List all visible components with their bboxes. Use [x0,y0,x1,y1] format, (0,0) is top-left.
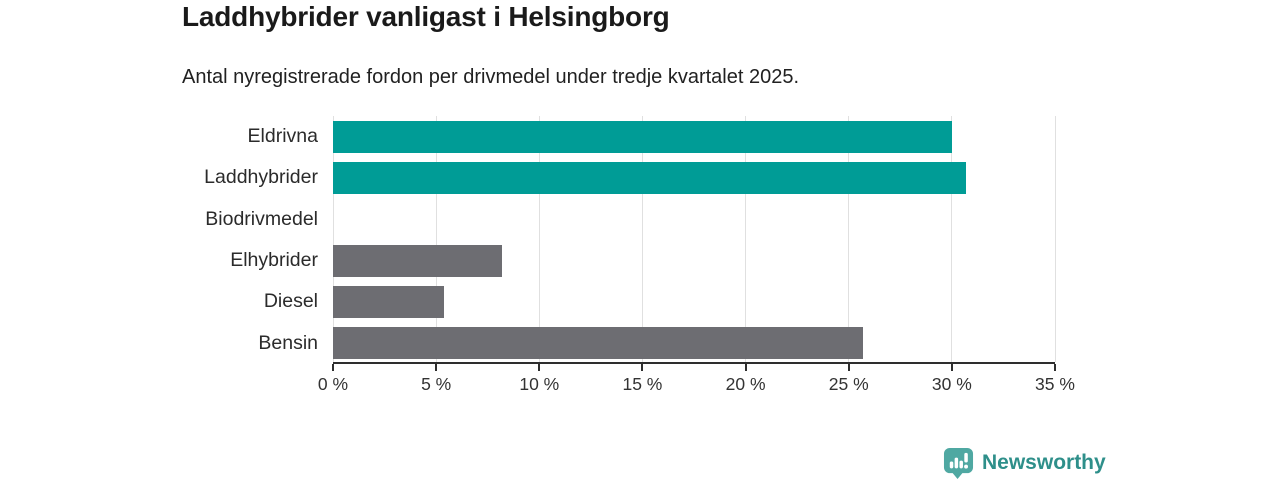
gridline [745,116,747,362]
category-label-bensin: Bensin [258,331,318,354]
x-tick [332,364,334,371]
bar-diesel [333,286,445,318]
x-tick [435,364,438,371]
x-tick-label: 10 % [519,374,560,394]
x-tick-label: 0 % [317,374,349,394]
x-tick-label: 20 % [725,374,766,394]
x-tick [1054,364,1056,371]
gridline [951,116,953,362]
x-tick [950,364,953,371]
gridline [1054,116,1056,362]
gridline [538,116,540,362]
bar-eldrivna [333,120,952,153]
x-tick [847,364,850,371]
x-tick-label: 15 % [622,374,663,394]
brand-name: Newsworthy [982,451,1106,474]
chart-title: Laddhybrider vanligast i Helsingborg [182,1,670,32]
category-label-eldrivna: Eldrivna [247,125,318,148]
newsworthy-logo[interactable]: Newsworthy [943,447,1106,479]
chart-subtitle: Antal nyregistrerade fordon per drivmede… [182,66,800,88]
category-label-biodrivmedel: Biodrivmedel [205,207,318,230]
x-tick-label: 5 % [421,374,452,394]
gridline [435,116,437,362]
bar-chart-speech-bubble-icon [943,447,974,479]
x-tick-label: 30 % [931,374,972,394]
category-label-laddhybrider: Laddhybrider [204,166,318,189]
x-tick [744,364,747,371]
category-label-elhybrider: Elhybrider [230,249,318,272]
y-axis-labels: Eldrivna Laddhybrider Biodrivmedel Elhybrid… [0,116,318,364]
bar-laddhybrider [333,162,967,194]
bar-elhybrider [333,244,503,277]
gridline [332,116,334,362]
x-tick-label: 25 % [828,374,869,394]
plot-area: 0 % 5 % 10 % 15 % 20 % 25 % 30 % 35 % [318,116,1075,394]
gridline [641,116,643,362]
x-tick-label: 35 % [1035,374,1075,394]
x-tick [641,364,644,371]
bar-bensin [333,327,864,360]
category-label-diesel: Diesel [263,290,318,313]
gridline [848,116,850,362]
x-tick [538,364,541,371]
